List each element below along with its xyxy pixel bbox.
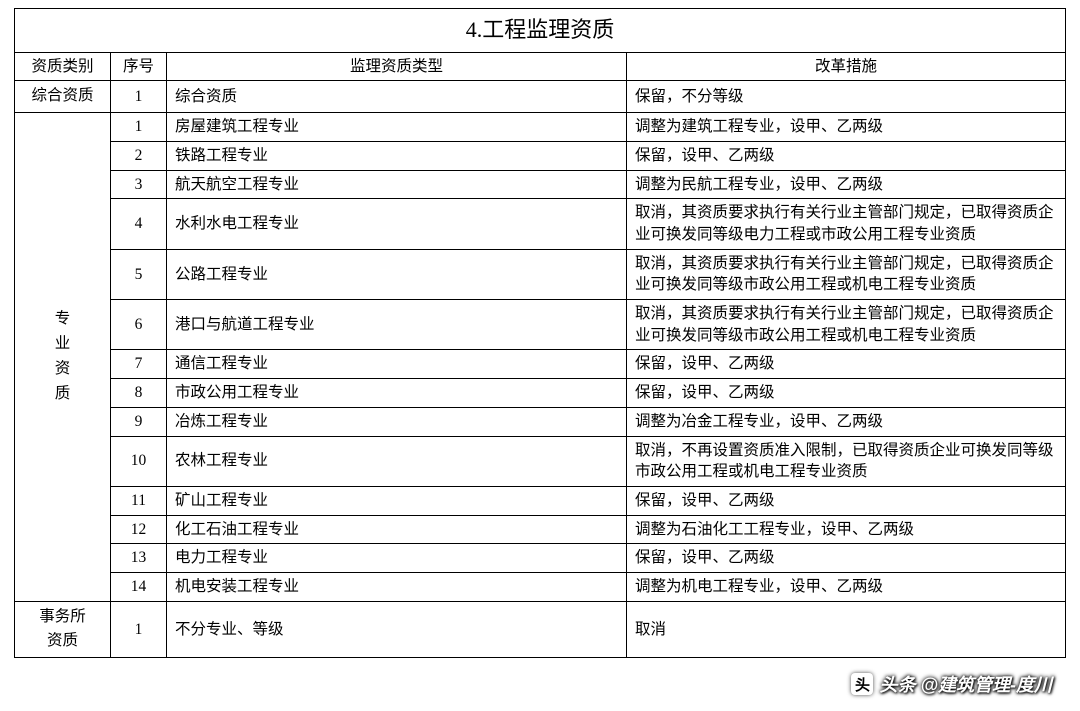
type-cell: 港口与航道工程专业 <box>167 300 627 350</box>
seq-cell: 9 <box>111 407 167 436</box>
type-cell: 房屋建筑工程专业 <box>167 113 627 142</box>
reform-cell: 保留，设甲、乙两级 <box>627 544 1066 573</box>
reform-cell: 调整为民航工程专业，设甲、乙两级 <box>627 170 1066 199</box>
seq-cell: 10 <box>111 436 167 486</box>
type-cell: 电力工程专业 <box>167 544 627 573</box>
type-cell: 化工石油工程专业 <box>167 515 627 544</box>
watermark: 头 头条 @建筑管理-度川 <box>851 671 1052 697</box>
reform-cell: 取消，其资质要求执行有关行业主管部门规定，已取得资质企业可换发同等级市政公用工程… <box>627 300 1066 350</box>
seq-cell: 14 <box>111 572 167 601</box>
table-row: 事务所资质1不分专业、等级取消 <box>15 601 1066 658</box>
header-category: 资质类别 <box>15 52 111 81</box>
table-title: 4.工程监理资质 <box>15 9 1066 53</box>
header-seq: 序号 <box>111 52 167 81</box>
reform-cell: 调整为冶金工程专业，设甲、乙两级 <box>627 407 1066 436</box>
type-cell: 综合资质 <box>167 81 627 113</box>
header-reform: 改革措施 <box>627 52 1066 81</box>
seq-cell: 5 <box>111 249 167 299</box>
table-row: 7通信工程专业保留，设甲、乙两级 <box>15 350 1066 379</box>
seq-cell: 8 <box>111 379 167 408</box>
type-cell: 铁路工程专业 <box>167 141 627 170</box>
type-cell: 矿山工程专业 <box>167 486 627 515</box>
table-row: 专业资质1房屋建筑工程专业调整为建筑工程专业，设甲、乙两级 <box>15 113 1066 142</box>
type-cell: 水利水电工程专业 <box>167 199 627 249</box>
seq-cell: 7 <box>111 350 167 379</box>
type-cell: 市政公用工程专业 <box>167 379 627 408</box>
reform-cell: 保留，设甲、乙两级 <box>627 379 1066 408</box>
table-row: 8市政公用工程专业保留，设甲、乙两级 <box>15 379 1066 408</box>
reform-cell: 保留，设甲、乙两级 <box>627 486 1066 515</box>
header-row: 资质类别 序号 监理资质类型 改革措施 <box>15 52 1066 81</box>
table-row: 3航天航空工程专业调整为民航工程专业，设甲、乙两级 <box>15 170 1066 199</box>
reform-cell: 取消，不再设置资质准入限制，已取得资质企业可换发同等级市政公用工程或机电工程专业… <box>627 436 1066 486</box>
table-row: 13电力工程专业保留，设甲、乙两级 <box>15 544 1066 573</box>
seq-cell: 4 <box>111 199 167 249</box>
seq-cell: 1 <box>111 113 167 142</box>
reform-cell: 保留，设甲、乙两级 <box>627 141 1066 170</box>
type-cell: 机电安装工程专业 <box>167 572 627 601</box>
table-row: 4水利水电工程专业取消，其资质要求执行有关行业主管部门规定，已取得资质企业可换发… <box>15 199 1066 249</box>
table-row: 综合资质1综合资质保留，不分等级 <box>15 81 1066 113</box>
seq-cell: 1 <box>111 601 167 658</box>
category-cell: 事务所资质 <box>15 601 111 658</box>
type-cell: 公路工程专业 <box>167 249 627 299</box>
title-row: 4.工程监理资质 <box>15 9 1066 53</box>
table-row: 6港口与航道工程专业取消，其资质要求执行有关行业主管部门规定，已取得资质企业可换… <box>15 300 1066 350</box>
seq-cell: 3 <box>111 170 167 199</box>
seq-cell: 13 <box>111 544 167 573</box>
type-cell: 农林工程专业 <box>167 436 627 486</box>
table-row: 11矿山工程专业保留，设甲、乙两级 <box>15 486 1066 515</box>
seq-cell: 6 <box>111 300 167 350</box>
seq-cell: 2 <box>111 141 167 170</box>
type-cell: 航天航空工程专业 <box>167 170 627 199</box>
category-cell: 综合资质 <box>15 81 111 113</box>
table-row: 2铁路工程专业保留，设甲、乙两级 <box>15 141 1066 170</box>
reform-cell: 保留，设甲、乙两级 <box>627 350 1066 379</box>
header-type: 监理资质类型 <box>167 52 627 81</box>
watermark-icon: 头 <box>851 673 873 695</box>
table-row: 5公路工程专业取消，其资质要求执行有关行业主管部门规定，已取得资质企业可换发同等… <box>15 249 1066 299</box>
watermark-text: 头条 @建筑管理-度川 <box>879 671 1052 697</box>
reform-cell: 调整为石油化工工程专业，设甲、乙两级 <box>627 515 1066 544</box>
category-cell: 专业资质 <box>15 113 111 601</box>
reform-cell: 取消，其资质要求执行有关行业主管部门规定，已取得资质企业可换发同等级电力工程或市… <box>627 199 1066 249</box>
type-cell: 不分专业、等级 <box>167 601 627 658</box>
type-cell: 冶炼工程专业 <box>167 407 627 436</box>
reform-cell: 调整为机电工程专业，设甲、乙两级 <box>627 572 1066 601</box>
seq-cell: 12 <box>111 515 167 544</box>
reform-cell: 取消，其资质要求执行有关行业主管部门规定，已取得资质企业可换发同等级市政公用工程… <box>627 249 1066 299</box>
table-row: 14机电安装工程专业调整为机电工程专业，设甲、乙两级 <box>15 572 1066 601</box>
seq-cell: 1 <box>111 81 167 113</box>
qualification-table: 4.工程监理资质 资质类别 序号 监理资质类型 改革措施 综合资质1综合资质保留… <box>14 8 1066 658</box>
table-row: 10农林工程专业取消，不再设置资质准入限制，已取得资质企业可换发同等级市政公用工… <box>15 436 1066 486</box>
type-cell: 通信工程专业 <box>167 350 627 379</box>
seq-cell: 11 <box>111 486 167 515</box>
reform-cell: 取消 <box>627 601 1066 658</box>
table-row: 12化工石油工程专业调整为石油化工工程专业，设甲、乙两级 <box>15 515 1066 544</box>
table-row: 9冶炼工程专业调整为冶金工程专业，设甲、乙两级 <box>15 407 1066 436</box>
reform-cell: 保留，不分等级 <box>627 81 1066 113</box>
reform-cell: 调整为建筑工程专业，设甲、乙两级 <box>627 113 1066 142</box>
